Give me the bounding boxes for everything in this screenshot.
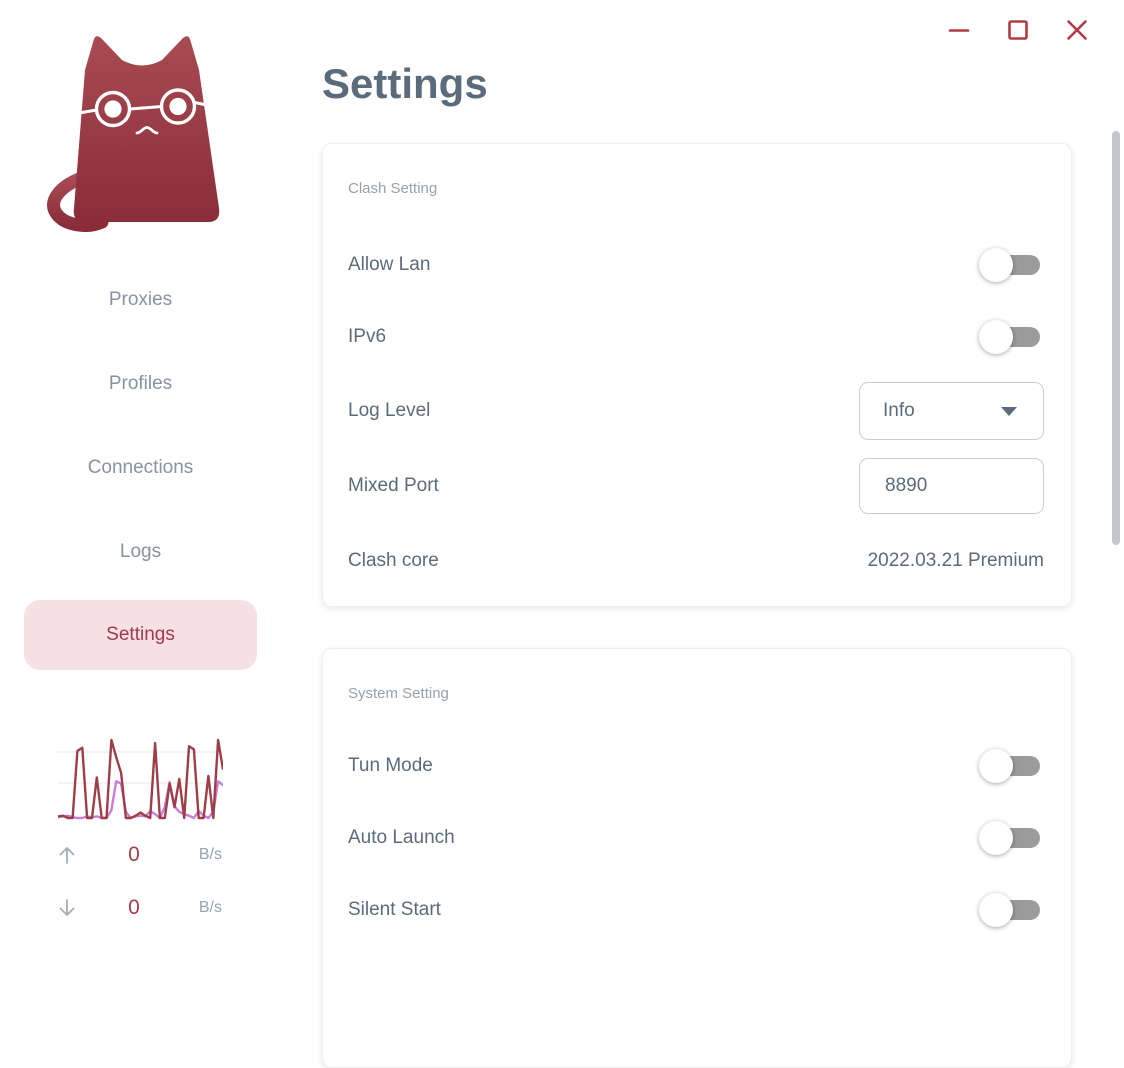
upload-speed-unit: B/s [198, 846, 222, 863]
clash-cat-logo-icon [47, 36, 220, 232]
minimize-button[interactable] [941, 10, 977, 50]
download-speed-value: 0 [128, 896, 140, 919]
upload-speed-value: 0 [128, 843, 140, 866]
silent-start-toggle[interactable] [979, 893, 1040, 927]
traffic-chart [58, 738, 223, 820]
traffic-line-red [58, 738, 223, 820]
sidebar-item-connections[interactable]: Connections [87, 457, 194, 478]
allow-lan-label: Allow Lan [348, 254, 431, 275]
section-label-system-setting: System Setting [348, 685, 449, 702]
sidebar-item-profiles[interactable]: Profiles [108, 373, 173, 394]
clash-core-label: Clash core [348, 550, 439, 571]
chevron-down-icon [1001, 406, 1017, 416]
sidebar-item-logs[interactable]: Logs [119, 541, 162, 562]
log-level-label: Log Level [348, 400, 431, 421]
setting-row-allow-lan: Allow Lan [348, 235, 1044, 295]
setting-row-auto-launch: Auto Launch [348, 808, 1044, 868]
toggle-knob [979, 893, 1013, 927]
sidebar: Proxies Profiles Connections Logs Settin… [0, 0, 280, 937]
ipv6-label: IPv6 [348, 326, 387, 347]
setting-row-ipv6: IPv6 [348, 307, 1044, 367]
traffic-line-purple [58, 780, 223, 820]
mixed-port-label: Mixed Port [348, 475, 439, 496]
maximize-icon [1008, 20, 1028, 40]
setting-row-clash-core: Clash core 2022.03.21 Premium [348, 531, 1044, 591]
mixed-port-input[interactable] [859, 458, 1044, 514]
page-title: Settings [322, 60, 488, 107]
toggle-knob [979, 248, 1013, 282]
minimize-icon [948, 29, 970, 32]
auto-launch-label: Auto Launch [348, 827, 455, 848]
window-controls [941, 10, 1095, 50]
log-level-select[interactable]: Info [859, 382, 1044, 440]
log-level-selected-value: Info [883, 400, 915, 421]
close-button[interactable] [1059, 10, 1095, 50]
system-setting-card: System Setting Tun Mode Auto Launch Sile… [322, 648, 1072, 1068]
toggle-knob [979, 749, 1013, 783]
toggle-knob [979, 320, 1013, 354]
setting-row-tun-mode: Tun Mode [348, 736, 1044, 796]
clash-setting-card: Clash Setting Allow Lan IPv6 Log Level I… [322, 143, 1072, 607]
download-speed-unit: B/s [198, 899, 222, 916]
sidebar-item-proxies[interactable]: Proxies [108, 289, 173, 310]
scrollbar-thumb[interactable] [1112, 131, 1120, 545]
clash-core-version: 2022.03.21 Premium [867, 550, 1044, 571]
close-icon [1067, 20, 1087, 40]
ipv6-toggle[interactable] [979, 320, 1040, 354]
maximize-button[interactable] [1000, 10, 1036, 50]
auto-launch-toggle[interactable] [979, 821, 1040, 855]
toggle-knob [979, 821, 1013, 855]
tun-mode-label: Tun Mode [348, 755, 433, 776]
allow-lan-toggle[interactable] [979, 248, 1040, 282]
setting-row-silent-start: Silent Start [348, 880, 1044, 940]
arrow-up-icon [56, 844, 86, 866]
arrow-down-icon [56, 897, 86, 919]
setting-row-log-level: Log Level Info [348, 381, 1044, 441]
section-label-clash-setting: Clash Setting [348, 180, 438, 197]
tun-mode-toggle[interactable] [979, 749, 1040, 783]
sidebar-item-settings[interactable]: Settings [24, 600, 257, 670]
traffic-download-row: 0 B/s [56, 893, 224, 923]
silent-start-label: Silent Start [348, 899, 441, 920]
traffic-upload-row: 0 B/s [56, 840, 224, 870]
setting-row-mixed-port: Mixed Port [348, 456, 1044, 516]
